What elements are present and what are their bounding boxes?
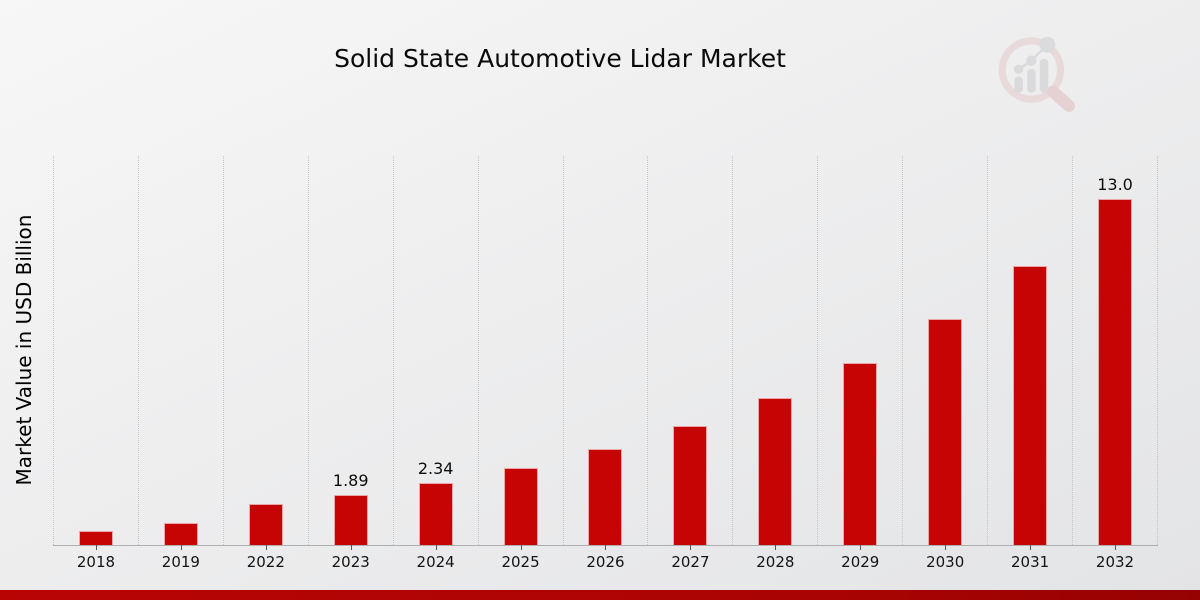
y-axis-label: Market Value in USD Billion (12, 214, 36, 486)
plot-area: 2018 2019 2022 1.89 2023 2.34 2024 2025 2026 2027… (53, 156, 1158, 571)
bar-value-label-2032: 13.0 (1097, 174, 1133, 194)
category-slot-2029: 2029 (817, 156, 902, 571)
x-tick-label-2024: 2024 (416, 553, 455, 571)
category-slot-2030: 2030 (902, 156, 987, 571)
x-tick-label-2026: 2026 (586, 553, 625, 571)
bar-2019 (163, 523, 198, 545)
magnifier-icon (998, 37, 1076, 112)
x-tick-label-2022: 2022 (246, 553, 285, 571)
bar-2027 (673, 426, 708, 545)
category-slot-2024: 2.34 2024 (392, 156, 478, 571)
x-axis-tick (775, 545, 777, 550)
bar-2024 (418, 482, 453, 545)
bar-2022 (248, 504, 283, 545)
bar-chart-glyph (1013, 36, 1056, 93)
category-slot-2018: 2018 (53, 156, 138, 571)
category-slot-2031: 2031 (987, 156, 1072, 571)
x-axis-tick (265, 545, 267, 550)
category-slot-2026: 2026 (562, 156, 648, 571)
x-axis-tick (605, 545, 607, 550)
footer-accent-bar (0, 590, 1200, 600)
x-axis-tick (435, 545, 437, 550)
x-tick-label-2032: 2032 (1095, 553, 1135, 571)
x-tick-label-2023: 2023 (331, 553, 370, 571)
bar-2032 (1098, 198, 1133, 545)
category-slot-2027: 2027 (647, 156, 732, 571)
x-tick-label-2027: 2027 (671, 553, 710, 571)
bar-2018 (78, 531, 113, 545)
x-tick-label-2028: 2028 (756, 553, 795, 571)
x-tick-label-2018: 2018 (76, 553, 116, 571)
bar-value-label-2023: 1.89 (332, 470, 369, 490)
x-axis-tick (1115, 545, 1117, 550)
bar-2026 (588, 449, 623, 545)
category-slot-2032: 13.0 2032 (1072, 156, 1158, 571)
bar-2029 (843, 362, 878, 545)
category-slot-2019: 2019 (137, 156, 223, 571)
market-research-future-logo (998, 36, 1076, 112)
x-axis-tick (690, 545, 692, 550)
chart-title: Solid State Automotive Lidar Market (334, 44, 786, 73)
category-slot-2028: 2028 (732, 156, 817, 571)
bar-2028 (758, 397, 793, 545)
x-axis-tick (520, 545, 522, 550)
x-axis-tick (1030, 545, 1032, 550)
x-axis-tick (180, 545, 182, 550)
x-axis-tick (860, 545, 862, 550)
x-tick-label-2025: 2025 (501, 553, 540, 571)
category-slot-2023: 1.89 2023 (307, 156, 393, 571)
category-slot-2022: 2022 (222, 156, 308, 571)
x-axis-tick (350, 545, 352, 550)
bar-2030 (928, 319, 963, 545)
x-axis-tick (945, 545, 947, 550)
bar-2025 (503, 467, 538, 545)
x-axis-tick (95, 545, 97, 550)
x-tick-label-2019: 2019 (161, 553, 200, 571)
x-tick-label-2030: 2030 (926, 553, 965, 571)
bar-2023 (333, 494, 368, 545)
x-tick-label-2029: 2029 (841, 553, 880, 571)
bar-value-label-2024: 2.34 (417, 458, 454, 478)
x-tick-label-2031: 2031 (1011, 553, 1050, 571)
category-slot-2025: 2025 (477, 156, 563, 571)
bar-2031 (1013, 265, 1048, 545)
